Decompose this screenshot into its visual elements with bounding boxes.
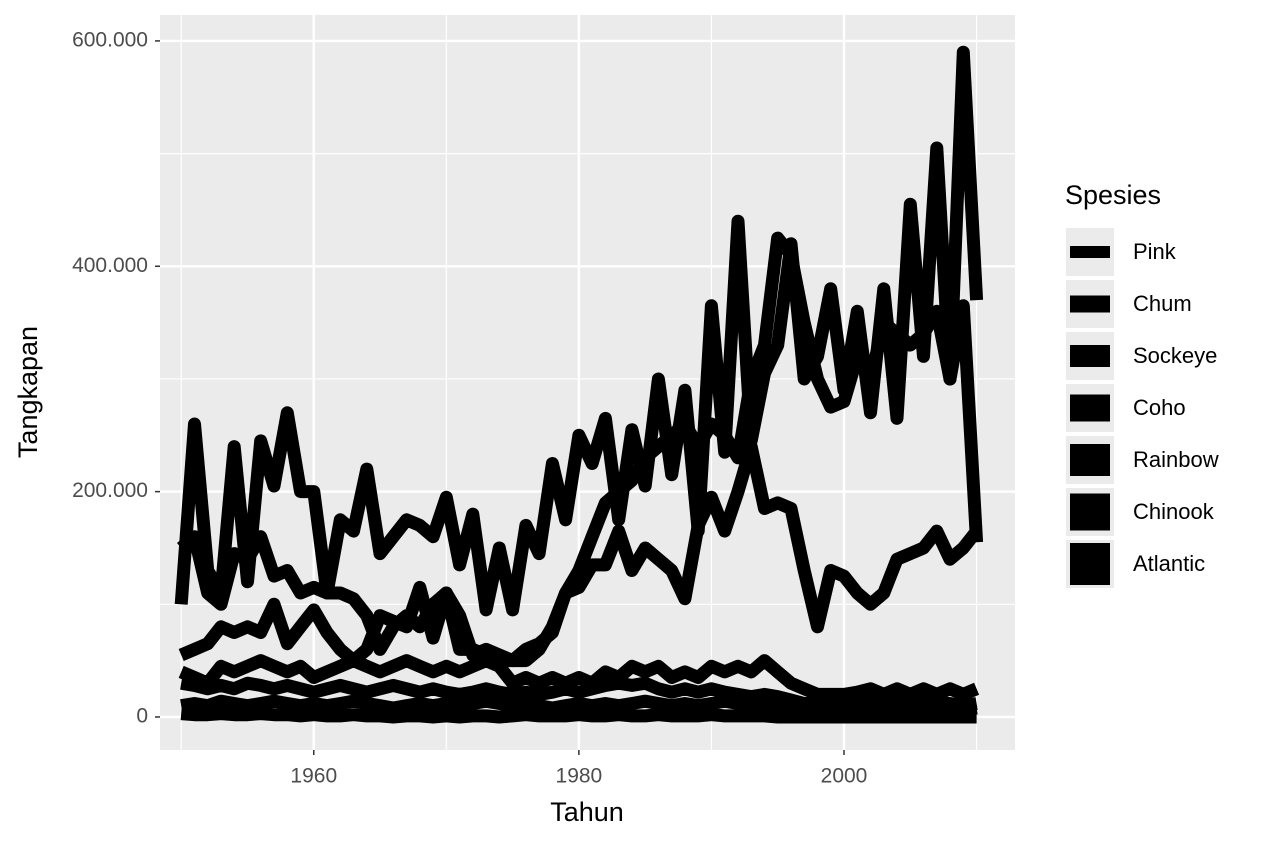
series-line bbox=[178, 440, 982, 668]
legend-key bbox=[1070, 493, 1110, 531]
legend: Pink Chum Sockeye Coho Rainbow Chinook Atlanti… bbox=[1066, 228, 1219, 588]
legend-label: Atlantic bbox=[1133, 551, 1205, 576]
legend-label: Pink bbox=[1133, 239, 1177, 264]
legend-title: Spesies bbox=[1065, 180, 1161, 210]
series-line bbox=[176, 231, 984, 668]
series-line bbox=[178, 654, 980, 701]
axes: 0 200.000 400.000 600.000 1960 1980 2000 bbox=[72, 28, 867, 787]
legend-label: Chum bbox=[1133, 291, 1192, 316]
y-tick-label: 400.000 bbox=[72, 254, 148, 277]
legend-key bbox=[1070, 444, 1110, 476]
legend-key bbox=[1070, 543, 1110, 585]
legend-label: Sockeye bbox=[1133, 343, 1217, 368]
legend-label: Rainbow bbox=[1133, 447, 1219, 472]
y-tick-label: 600.000 bbox=[72, 28, 148, 51]
lines bbox=[174, 45, 984, 724]
legend-key bbox=[1070, 394, 1110, 422]
legend-key bbox=[1070, 246, 1110, 258]
legend-label: Chinook bbox=[1133, 499, 1215, 524]
legend-label: Coho bbox=[1133, 395, 1186, 420]
series-line bbox=[180, 676, 978, 713]
series-line bbox=[180, 707, 977, 724]
y-tick-label: 0 bbox=[136, 705, 148, 728]
y-tick-label: 200.000 bbox=[72, 479, 148, 502]
x-axis-title: Tahun bbox=[550, 797, 624, 827]
x-tick-label: 1960 bbox=[290, 765, 337, 788]
y-axis-title: Tangkapan bbox=[13, 326, 43, 458]
x-tick-label: 2000 bbox=[821, 765, 868, 788]
legend-key bbox=[1070, 345, 1110, 367]
x-tick-label: 1980 bbox=[556, 765, 603, 788]
legend-key bbox=[1070, 295, 1110, 313]
